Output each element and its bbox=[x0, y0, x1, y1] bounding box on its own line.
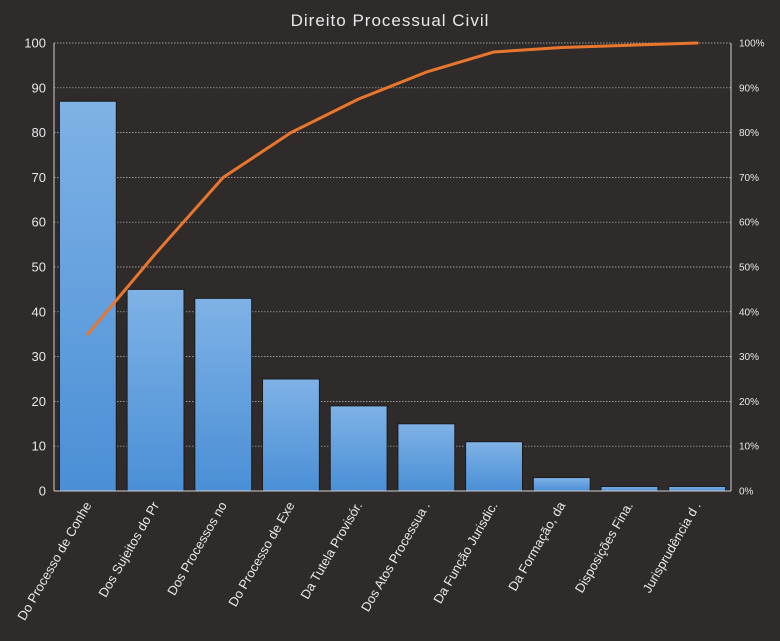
bar bbox=[668, 486, 727, 492]
y2-tick-label: 10% bbox=[739, 442, 759, 453]
y-tick-label: 80 bbox=[32, 125, 46, 140]
cumulative-series-line bbox=[86, 41, 699, 336]
y-tick-label: 10 bbox=[32, 439, 46, 454]
bar bbox=[58, 100, 117, 492]
y-tick-label: 20 bbox=[32, 394, 46, 409]
y2-tick-label: 0% bbox=[739, 487, 754, 498]
x-tick-label: Disposições Fina. bbox=[572, 499, 636, 595]
bar bbox=[600, 486, 659, 492]
y2-tick-label: 90% bbox=[739, 83, 759, 94]
y-tick-label: 0 bbox=[39, 484, 46, 499]
bar bbox=[262, 378, 320, 492]
bars bbox=[58, 100, 727, 492]
x-tick-label: Dos Processos no bbox=[164, 499, 230, 598]
bar bbox=[532, 477, 591, 492]
x-tick-label: Da Função Jurisdic. bbox=[430, 499, 500, 606]
bar bbox=[465, 441, 523, 492]
y2-tick-label: 80% bbox=[739, 128, 759, 139]
bar bbox=[329, 405, 388, 492]
bar bbox=[194, 297, 253, 492]
bar bbox=[126, 288, 185, 492]
x-tick-label: Do Processo de Conhe bbox=[14, 499, 94, 623]
axes bbox=[53, 43, 732, 492]
y2-tick-label: 100% bbox=[739, 39, 765, 50]
x-tick-label: Do Processo de Exe bbox=[225, 499, 297, 609]
y-tick-label: 30 bbox=[32, 349, 46, 364]
cumulative-line bbox=[86, 41, 699, 336]
y2-tick-label: 60% bbox=[739, 218, 759, 229]
chart-title: Direito Processual Civil bbox=[291, 11, 490, 30]
y2-tick-label: 50% bbox=[739, 263, 759, 274]
y2-tick-label: 20% bbox=[739, 397, 759, 408]
y-tick-label: 70 bbox=[32, 170, 46, 185]
x-tick-label: Da Formação, da bbox=[505, 498, 569, 593]
y-tick-label: 100 bbox=[24, 36, 46, 51]
x-tick-label: Da Tutela Provisór. bbox=[297, 499, 365, 602]
gridlines bbox=[54, 42, 731, 447]
y-tick-label: 90 bbox=[32, 80, 46, 95]
x-tick-label: Dos Atos Processua . bbox=[358, 499, 433, 614]
y2-tick-label: 70% bbox=[739, 173, 759, 184]
bar bbox=[397, 423, 456, 492]
y-tick-label: 50 bbox=[32, 260, 46, 275]
x-tick-label: Dos Sujeitos do Pr bbox=[95, 498, 162, 599]
y-tick-label: 60 bbox=[32, 215, 46, 230]
y2-tick-label: 40% bbox=[739, 307, 759, 318]
x-tick-label: Jurisprudência d . bbox=[639, 499, 703, 595]
y2-tick-label: 30% bbox=[739, 352, 759, 363]
y-tick-label: 40 bbox=[32, 304, 46, 319]
